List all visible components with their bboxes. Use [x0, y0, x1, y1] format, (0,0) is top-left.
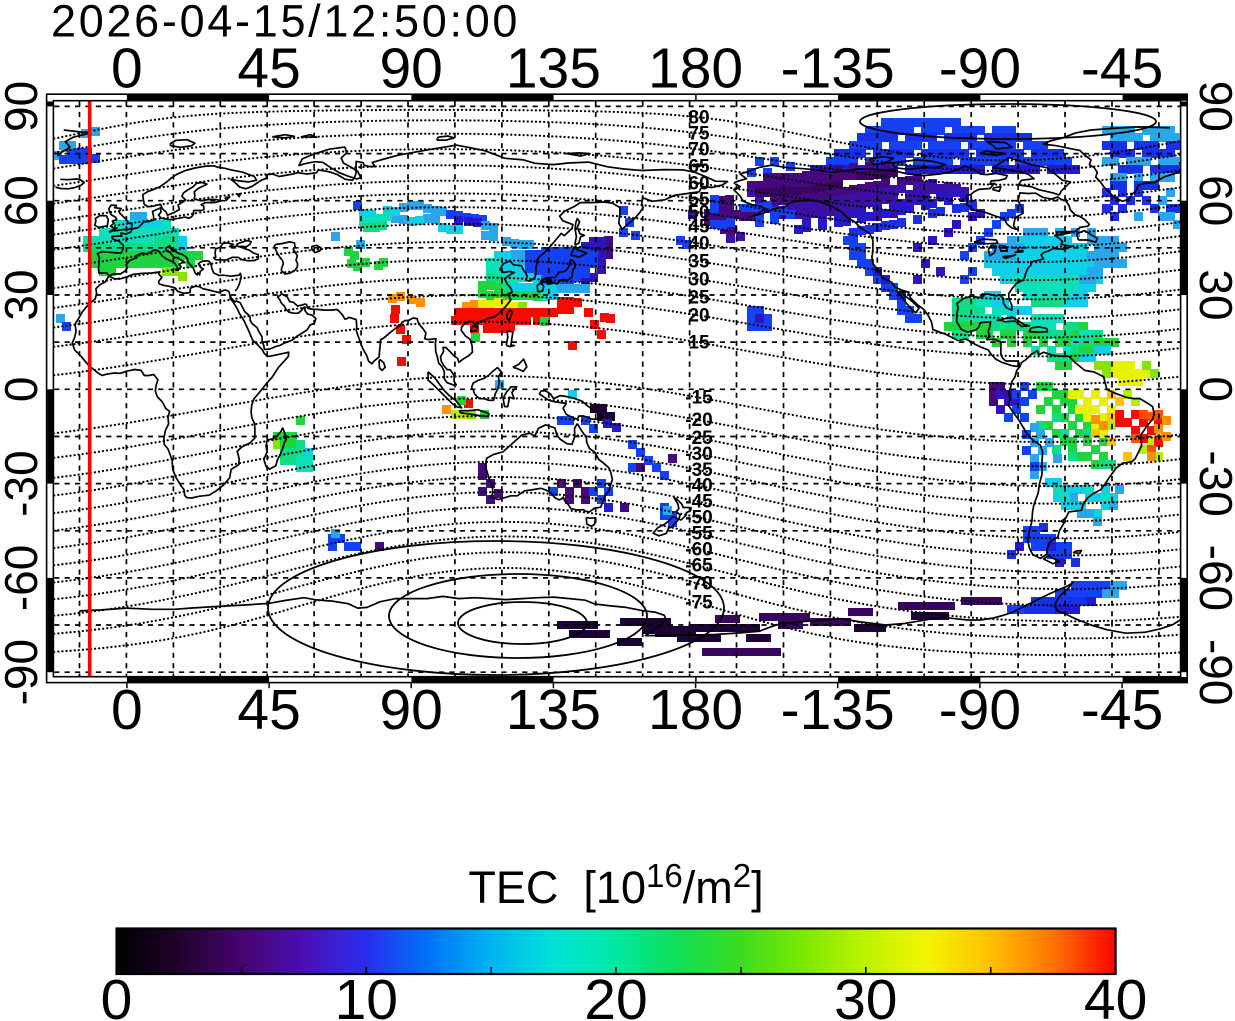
- svg-text:-30: -30: [685, 444, 712, 465]
- svg-text:30: 30: [1190, 269, 1235, 320]
- svg-text:45: 45: [237, 678, 300, 742]
- svg-text:80: 80: [688, 108, 709, 129]
- svg-text:-90: -90: [939, 678, 1021, 742]
- svg-text:30: 30: [0, 269, 47, 320]
- svg-text:-60: -60: [1190, 545, 1235, 611]
- svg-text:30: 30: [688, 270, 709, 291]
- svg-text:180: 180: [648, 37, 743, 101]
- svg-text:20: 20: [584, 968, 647, 1021]
- svg-text:90: 90: [379, 37, 442, 101]
- svg-text:90: 90: [379, 678, 442, 742]
- svg-text:-25: -25: [685, 428, 713, 449]
- svg-text:-40: -40: [685, 476, 712, 497]
- svg-text:60: 60: [1190, 175, 1235, 226]
- svg-text:135: 135: [506, 678, 601, 742]
- svg-text:-90: -90: [0, 639, 47, 705]
- svg-text:90: 90: [0, 81, 47, 132]
- svg-text:90: 90: [1190, 81, 1235, 132]
- svg-text:-60: -60: [0, 545, 47, 611]
- svg-text:70: 70: [688, 140, 709, 161]
- svg-text:60: 60: [688, 174, 709, 195]
- svg-text:30: 30: [834, 968, 897, 1021]
- svg-text:0: 0: [101, 968, 133, 1021]
- svg-text:60: 60: [0, 175, 47, 226]
- svg-text:40: 40: [1084, 968, 1147, 1021]
- svg-text:-20: -20: [685, 410, 712, 431]
- svg-text:-65: -65: [685, 556, 713, 577]
- svg-text:-60: -60: [685, 540, 712, 561]
- svg-text:0: 0: [0, 377, 47, 403]
- svg-text:20: 20: [688, 306, 709, 327]
- svg-text:-75: -75: [685, 593, 713, 614]
- svg-text:-30: -30: [0, 450, 47, 516]
- svg-text:-35: -35: [685, 460, 713, 481]
- svg-text:-135: -135: [781, 678, 895, 742]
- svg-text:45: 45: [237, 37, 300, 101]
- svg-text:15: 15: [688, 333, 710, 354]
- svg-text:-90: -90: [1190, 639, 1235, 705]
- svg-text:TEC [1016/m2]: TEC [1016/m2]: [468, 857, 763, 913]
- svg-text:-30: -30: [1190, 450, 1235, 516]
- svg-text:-45: -45: [1081, 37, 1163, 101]
- svg-text:-45: -45: [685, 492, 713, 513]
- svg-text:135: 135: [506, 37, 601, 101]
- svg-text:0: 0: [1190, 377, 1235, 403]
- svg-text:0: 0: [111, 37, 143, 101]
- svg-text:75: 75: [688, 124, 710, 145]
- svg-text:65: 65: [688, 157, 710, 178]
- svg-text:-90: -90: [939, 37, 1021, 101]
- svg-text:50: 50: [688, 203, 709, 224]
- svg-text:0: 0: [111, 678, 143, 742]
- svg-text:-15: -15: [685, 388, 713, 409]
- svg-text:-55: -55: [685, 524, 713, 545]
- svg-text:40: 40: [688, 234, 709, 255]
- svg-text:-45: -45: [1081, 678, 1163, 742]
- svg-text:2026-04-15/12:50:00: 2026-04-15/12:50:00: [51, 0, 520, 47]
- svg-text:25: 25: [688, 288, 710, 309]
- svg-text:10: 10: [335, 968, 398, 1021]
- svg-text:55: 55: [688, 190, 710, 211]
- svg-text:45: 45: [688, 217, 710, 238]
- svg-text:180: 180: [648, 678, 743, 742]
- svg-text:-50: -50: [685, 508, 712, 529]
- svg-text:-135: -135: [781, 37, 895, 101]
- svg-text:-70: -70: [685, 574, 712, 595]
- svg-text:35: 35: [688, 252, 710, 273]
